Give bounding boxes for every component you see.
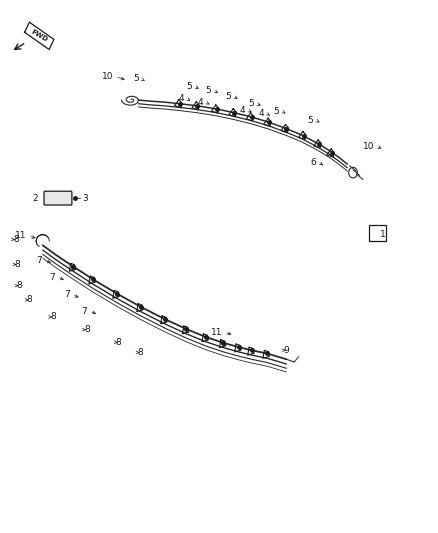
Text: FWD: FWD xyxy=(30,29,49,43)
Text: 11: 11 xyxy=(15,231,26,240)
Text: 8: 8 xyxy=(14,260,20,269)
Text: 7: 7 xyxy=(36,256,42,265)
Text: 2: 2 xyxy=(32,193,38,203)
Text: 8: 8 xyxy=(116,338,122,347)
Text: 4: 4 xyxy=(240,106,246,115)
Text: 10: 10 xyxy=(363,142,374,151)
Text: 8: 8 xyxy=(27,295,32,304)
Text: 5: 5 xyxy=(274,107,279,116)
Text: 10: 10 xyxy=(102,72,113,81)
Text: 4: 4 xyxy=(179,94,184,103)
Text: 4: 4 xyxy=(198,98,203,107)
Text: 8: 8 xyxy=(84,325,90,334)
Text: 9: 9 xyxy=(283,346,289,355)
Text: 5: 5 xyxy=(248,99,254,108)
FancyBboxPatch shape xyxy=(44,191,72,205)
Text: 5: 5 xyxy=(134,74,139,83)
Text: 5: 5 xyxy=(205,86,211,95)
Text: 4: 4 xyxy=(258,109,264,118)
Text: 11: 11 xyxy=(211,328,222,337)
Text: 8: 8 xyxy=(13,235,19,244)
Text: 7: 7 xyxy=(81,306,87,316)
Text: 6: 6 xyxy=(310,158,316,166)
Text: 3: 3 xyxy=(82,193,88,203)
Text: 5: 5 xyxy=(225,92,231,101)
Text: 1: 1 xyxy=(380,230,386,239)
Text: 5: 5 xyxy=(307,116,314,125)
Text: 8: 8 xyxy=(17,281,22,290)
Text: 8: 8 xyxy=(138,348,143,357)
Text: 8: 8 xyxy=(50,312,56,321)
Text: 5: 5 xyxy=(186,82,192,91)
Text: 7: 7 xyxy=(49,272,55,281)
Text: 7: 7 xyxy=(64,290,70,299)
